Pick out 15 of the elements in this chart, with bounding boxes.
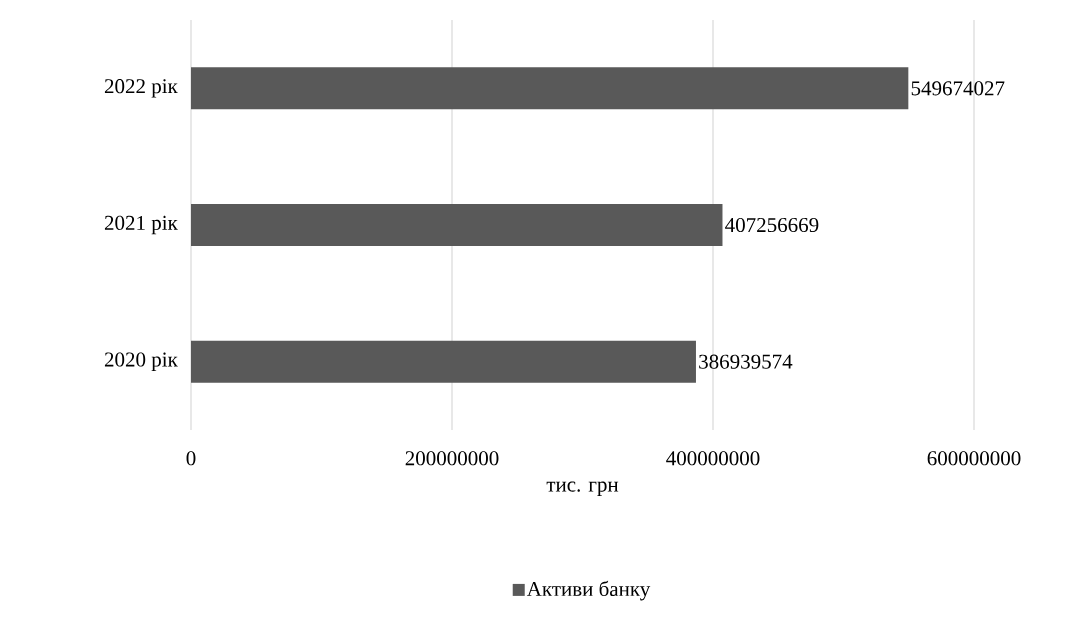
y-tick-label: 2021 рік bbox=[104, 215, 178, 235]
x-tick-label: 0 bbox=[186, 451, 196, 466]
bar bbox=[191, 67, 909, 110]
bar bbox=[191, 204, 723, 246]
x-tick-label: 200000000 bbox=[405, 451, 499, 466]
y-tick-label: 2020 рік bbox=[104, 352, 178, 371]
data-label: 407256669 bbox=[725, 217, 819, 233]
x-tick-label: 400000000 bbox=[666, 451, 760, 466]
x-tick-label: 600000000 bbox=[927, 451, 1021, 466]
legend-label: Активи банку bbox=[526, 580, 651, 601]
y-tick-label: 2022 рік bbox=[104, 79, 178, 98]
bar bbox=[191, 340, 696, 383]
data-label: 549674027 bbox=[911, 81, 1005, 96]
data-label: 386939574 bbox=[699, 354, 793, 369]
x-axis-title: тис. грн bbox=[546, 481, 619, 496]
